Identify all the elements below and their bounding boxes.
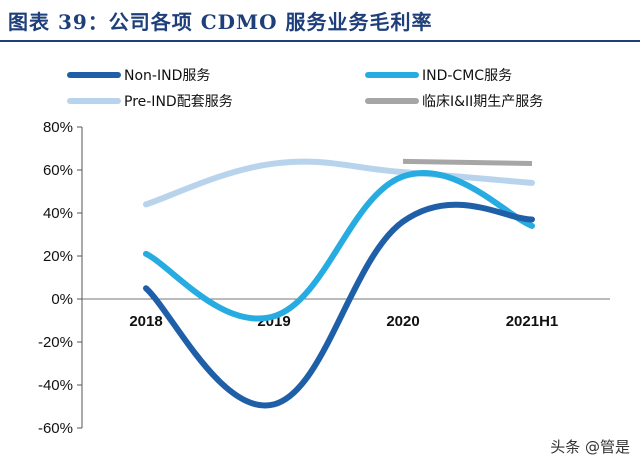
series-line-2 xyxy=(143,170,535,322)
chart-title: 图表 39：公司各项 CDMO 服务业务毛利率 xyxy=(8,10,433,34)
y-tick-label: 80% xyxy=(43,119,73,136)
y-tick-label: 0% xyxy=(51,291,73,308)
legend-label-3: Pre-IND配套服务 xyxy=(124,94,233,110)
x-tick-label: 2020 xyxy=(386,313,419,330)
y-tick-label: -60% xyxy=(38,420,73,437)
series-lines xyxy=(143,158,535,409)
title-bar: 图表 39：公司各项 CDMO 服务业务毛利率 xyxy=(0,0,640,42)
y-tick-label: -20% xyxy=(38,334,73,351)
y-tick-label: 40% xyxy=(43,205,73,222)
legend-label-4: 临床I&II期生产服务 xyxy=(422,94,543,110)
x-tick-label: 2021H1 xyxy=(506,313,559,330)
y-tick-label: 20% xyxy=(43,248,73,265)
legend-label-1: Non-IND服务 xyxy=(124,68,210,84)
series-line-4 xyxy=(402,158,533,167)
series-line-1 xyxy=(143,201,535,409)
legend: Non-IND服务 IND-CMC服务 Pre-IND配套服务 临床I&II期生产服务 xyxy=(67,68,543,110)
y-tick-label: -40% xyxy=(38,377,73,394)
series-line-3 xyxy=(143,158,535,208)
axes: 80%60%40%20%0%-20%-40%-60%2018 2019 2020 20… xyxy=(38,119,610,437)
watermark: 头条 @管是 xyxy=(550,438,630,456)
y-tick-label: 60% xyxy=(43,162,73,179)
legend-label-2: IND-CMC服务 xyxy=(422,68,512,84)
x-tick-label: 2018 xyxy=(129,313,162,330)
